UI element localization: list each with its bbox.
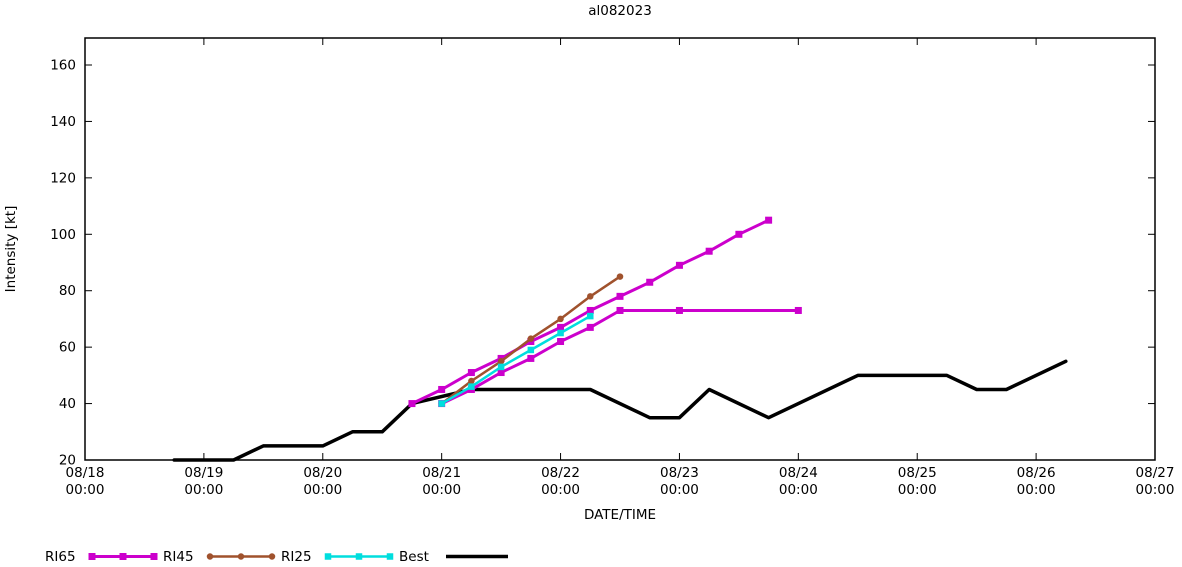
x-tick-time: 00:00 <box>184 482 223 498</box>
data-point-marker <box>237 553 245 560</box>
data-point-marker <box>468 377 475 385</box>
x-tick-date: 08/26 <box>1017 465 1056 481</box>
data-point-marker <box>527 335 535 342</box>
legend-item-RI25: RI25 <box>281 549 394 565</box>
y-axis-label: Intensity [kt] <box>3 206 19 293</box>
x-tick-date: 08/24 <box>779 465 818 481</box>
x-tick-time: 00:00 <box>1017 482 1056 498</box>
data-point-marker <box>616 306 624 314</box>
data-point-marker <box>497 363 505 371</box>
legend-item-Best: Best <box>399 549 508 565</box>
series-line-best <box>172 359 1068 462</box>
data-point-marker <box>408 400 416 408</box>
data-point-marker <box>557 323 565 331</box>
data-point-marker <box>765 216 773 224</box>
data-point-marker <box>438 385 446 393</box>
x-tick-date: 08/21 <box>422 465 461 481</box>
series-ri45 <box>438 273 624 407</box>
data-point-marker <box>675 261 683 269</box>
legend-label: RI25 <box>281 549 312 565</box>
y-tick-label: 120 <box>50 170 76 186</box>
x-tick-date: 08/23 <box>660 465 699 481</box>
legend-label: Best <box>399 549 429 565</box>
data-point-marker <box>616 292 624 300</box>
data-point-marker <box>646 278 654 286</box>
data-point-marker <box>527 346 535 354</box>
data-point-marker <box>438 400 445 407</box>
x-tick-date: 08/27 <box>1136 465 1175 481</box>
data-point-marker <box>386 553 394 560</box>
data-point-marker <box>616 273 624 280</box>
y-tick-label: 100 <box>50 227 76 243</box>
data-point-marker <box>324 553 332 560</box>
series-ri65-b <box>438 306 802 408</box>
data-point-marker <box>497 369 505 377</box>
legend-item-RI65: RI65 <box>45 549 158 565</box>
data-point-marker <box>557 338 565 346</box>
axis-ticks: 2040608010012014016008/1800:0008/1900:00… <box>50 38 1174 498</box>
data-point-marker <box>735 230 743 238</box>
data-point-marker <box>206 553 214 560</box>
legend-item-RI45: RI45 <box>163 549 276 565</box>
x-tick-time: 00:00 <box>422 482 461 498</box>
y-tick-label: 160 <box>50 58 76 74</box>
data-series <box>172 216 1068 462</box>
data-point-marker <box>150 553 158 560</box>
x-tick-time: 00:00 <box>1136 482 1175 498</box>
x-tick-date: 08/19 <box>184 465 223 481</box>
legend-label: RI45 <box>163 549 194 565</box>
series-ri25 <box>438 312 594 407</box>
x-tick-time: 00:00 <box>303 482 342 498</box>
data-point-marker <box>527 354 535 362</box>
series-best <box>172 359 1068 462</box>
data-point-marker <box>468 383 475 390</box>
data-point-marker <box>586 323 594 331</box>
data-point-marker <box>119 553 127 560</box>
x-tick-time: 00:00 <box>66 482 105 498</box>
data-point-marker <box>675 306 683 314</box>
data-point-marker <box>557 329 564 337</box>
data-point-marker <box>705 247 713 255</box>
data-point-marker <box>794 306 802 314</box>
data-point-marker <box>355 553 363 560</box>
x-tick-date: 08/20 <box>303 465 342 481</box>
x-tick-time: 00:00 <box>660 482 699 498</box>
series-line-ri25 <box>440 314 592 405</box>
x-axis-label: DATE/TIME <box>584 507 656 523</box>
data-point-marker <box>88 553 96 560</box>
data-point-marker <box>467 369 475 377</box>
y-tick-label: 140 <box>50 114 76 130</box>
legend-label: RI65 <box>45 549 76 565</box>
x-tick-date: 08/25 <box>898 465 937 481</box>
y-tick-label: 60 <box>59 340 76 356</box>
x-tick-time: 00:00 <box>898 482 937 498</box>
chart-title: al082023 <box>588 3 652 19</box>
x-tick-date: 08/18 <box>66 465 105 481</box>
data-point-marker <box>586 306 594 314</box>
data-point-marker <box>557 315 564 323</box>
data-point-marker <box>587 293 594 300</box>
x-tick-date: 08/22 <box>541 465 580 481</box>
y-tick-label: 80 <box>59 283 76 299</box>
y-tick-label: 40 <box>59 396 76 412</box>
data-point-marker <box>497 358 505 365</box>
data-point-marker <box>268 553 276 560</box>
x-tick-time: 00:00 <box>541 482 580 498</box>
chart-legend: RI65 RI45 RI25 Best <box>45 549 508 565</box>
plot-border <box>84 37 1156 461</box>
x-tick-time: 00:00 <box>779 482 818 498</box>
y-tick-label: 20 <box>59 453 76 469</box>
data-point-marker <box>587 312 594 320</box>
